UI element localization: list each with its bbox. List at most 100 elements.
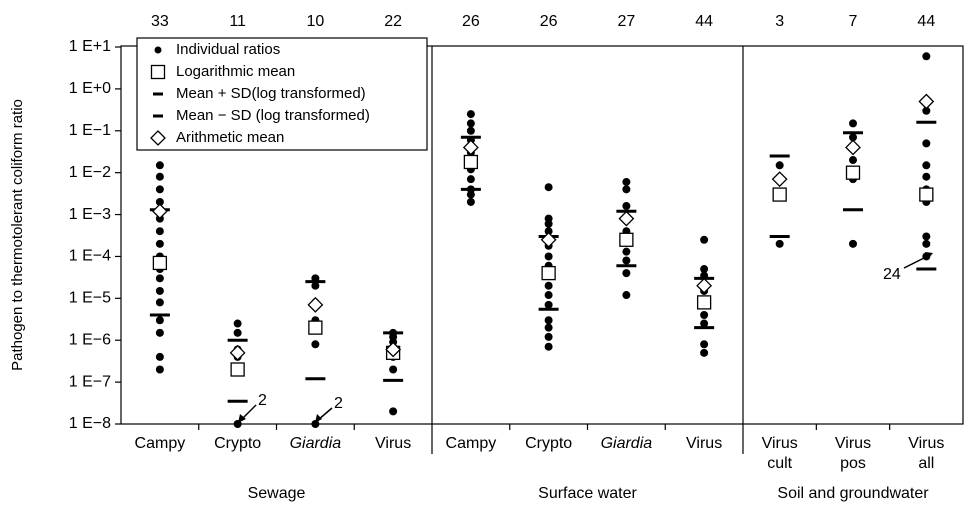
legend-label: Mean + SD(log transformed) [176,85,366,102]
y-tick-label: 1 E−3 [69,206,111,223]
arith-mean [151,203,168,220]
point [155,185,164,194]
point [155,161,164,170]
point [622,269,631,278]
y-tick-label: 1 E+1 [69,38,111,55]
point [622,185,631,194]
point [922,161,931,170]
point [544,291,553,300]
y-tick-label: 1 E−4 [69,248,111,265]
point [466,110,475,119]
annotation-arrowhead [238,414,246,423]
point [700,311,709,320]
point [544,300,553,309]
point [389,407,398,416]
arith-mean [696,277,713,294]
point [922,239,931,248]
y-tick-label: 1 E+0 [69,80,111,97]
point [849,133,857,142]
point [466,119,475,128]
sample-count: 27 [617,13,635,30]
point [700,319,709,328]
group-label: Sewage [248,485,306,502]
x-tick-label: Virus [686,435,722,452]
x-tick-label: Campy [446,435,497,452]
point [544,252,553,261]
y-tick-label: 1 E−1 [69,122,111,139]
point [922,139,931,148]
arith-mean [540,231,557,248]
point [775,161,784,170]
point [544,332,553,341]
point [922,232,931,241]
point [466,190,475,199]
point [544,183,553,192]
y-tick-label: 1 E−7 [69,373,111,390]
group-label: Surface water [538,485,637,502]
point [544,316,553,325]
point [622,256,631,265]
x-tick-label: Giardia [290,435,342,452]
sample-count: 26 [462,13,480,30]
sample-count: 44 [917,13,935,30]
point [700,265,709,274]
arith-mean [229,344,246,361]
point [700,340,709,349]
log-mean [152,255,168,271]
log-mean [541,265,556,281]
point [544,323,553,332]
plot-frame [120,45,964,425]
y-tick-label: 1 E−2 [69,164,111,181]
legend-label: Mean − SD (log transformed) [176,107,370,124]
sample-count: 3 [775,13,784,30]
point [622,177,631,186]
log-mean [845,165,861,180]
log-mean [619,232,634,247]
sample-count: 22 [384,13,402,30]
point [155,316,164,325]
arith-mean [462,139,479,156]
x-tick-label: Campy [135,435,186,452]
point [389,365,398,374]
log-mean [230,362,245,377]
point [155,286,164,295]
arith-mean [918,93,935,110]
point [233,328,242,337]
arith-mean [771,171,788,188]
point [849,156,857,165]
sample-count: 33 [151,13,169,30]
point [311,281,320,290]
point [155,239,164,248]
x-tick-label: Virus cult [762,435,798,472]
sample-count: 44 [695,13,713,30]
point [922,106,931,115]
log-mean [463,154,479,170]
arith-mean [845,139,861,156]
y-tick-label: 1 E−6 [69,331,111,348]
x-tick-label: Virus all [908,435,944,472]
point [544,227,553,236]
point [311,420,320,428]
legend-label: Individual ratios [176,41,280,58]
group-label: Soil and groundwater [777,485,929,502]
point [922,52,931,61]
point [849,119,857,128]
legend-marker [150,64,166,80]
log-mean [919,187,934,202]
annotation: 2 [334,395,343,412]
annotation: 24 [883,266,901,283]
x-tick-label: Virus [375,435,411,452]
point [155,298,164,307]
y-tick-label: 1 E−8 [69,415,111,432]
point [155,197,164,206]
sample-count: 10 [306,13,324,30]
point [466,175,475,184]
sample-count: 7 [849,13,858,30]
point [544,219,553,228]
point [466,126,475,135]
sample-count: 11 [229,13,246,30]
x-tick-label: Crypto [214,435,261,452]
log-mean [772,187,787,202]
